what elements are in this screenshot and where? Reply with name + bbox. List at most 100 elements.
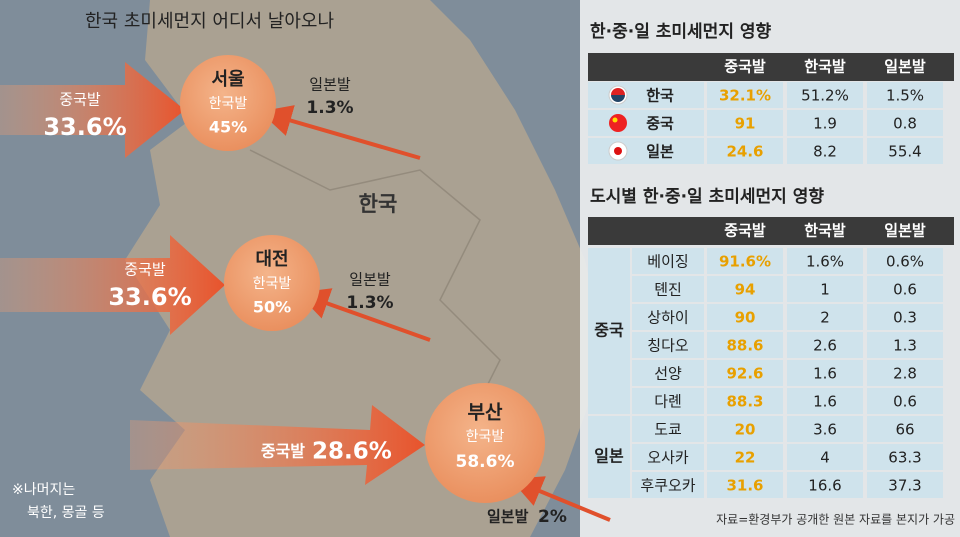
korea-value: 50%: [253, 298, 291, 317]
cell-value: 88.6: [726, 337, 763, 355]
cell: [787, 472, 863, 498]
cell: [707, 138, 783, 164]
city-name: 대전: [255, 249, 288, 270]
cell: [707, 110, 783, 136]
country-label: 한국: [359, 192, 398, 216]
cell-value: 88.3: [726, 393, 763, 411]
header-row: [588, 217, 954, 245]
note: ※나머지는: [12, 482, 75, 498]
row-label: 다롄: [654, 393, 682, 411]
cell: [588, 82, 704, 108]
column-header: 중국발: [724, 222, 766, 240]
map-title: 한국 초미세먼지 어디서 날아오나: [85, 11, 334, 32]
cell-value: 32.1%: [719, 87, 771, 105]
flag-china: [609, 114, 627, 132]
cell: [867, 444, 943, 470]
row-label: 선양: [654, 365, 682, 383]
column-header: 일본발: [884, 222, 926, 240]
cell-value: 2.8: [893, 365, 917, 383]
cell: [707, 416, 783, 442]
cell: [632, 444, 704, 470]
header-row: [588, 53, 954, 81]
cell: [707, 332, 783, 358]
cell: [632, 388, 704, 414]
cell: [707, 304, 783, 330]
flag-japan: [608, 141, 628, 161]
column-header: 중국발: [724, 58, 766, 76]
cell: [787, 248, 863, 274]
city-circle: [180, 55, 276, 151]
cell-value: 90: [735, 309, 756, 327]
japan-value: 2%: [538, 507, 567, 527]
cell: [867, 388, 943, 414]
japan-arrow: [296, 288, 431, 342]
cell: [707, 276, 783, 302]
cell-value: 2.6: [813, 337, 837, 355]
china-label: 중국발: [59, 91, 101, 109]
cell: [787, 416, 863, 442]
cell-value: 51.2%: [801, 87, 849, 105]
city-circle: [425, 383, 545, 503]
cell: [867, 82, 943, 108]
cell-value: 1: [820, 281, 830, 299]
cell-value: 94: [735, 281, 756, 299]
cell: [867, 138, 943, 164]
cell: [867, 472, 943, 498]
japan-arrow: [259, 105, 421, 160]
cell: [867, 332, 943, 358]
china-label: 중국발: [124, 261, 166, 279]
cell-value: 22: [735, 449, 756, 467]
japan-value: 1.3%: [306, 98, 353, 118]
cell: [707, 472, 783, 498]
cell: [632, 332, 704, 358]
cell: [632, 304, 704, 330]
cell-value: 16.6: [808, 477, 841, 495]
row-label: 한국: [646, 87, 674, 105]
cell: [867, 360, 943, 386]
row-label: 일본: [646, 143, 674, 161]
city-name: 서울: [211, 69, 244, 90]
japan-label: 일본발: [487, 508, 529, 526]
row-label: 중국: [646, 115, 674, 133]
cell: [867, 304, 943, 330]
cell-value: 0.6: [893, 393, 917, 411]
cell: [588, 138, 704, 164]
group-label: 중국: [594, 321, 624, 340]
japan-label: 일본발: [349, 271, 391, 289]
korea-value: 58.6%: [456, 452, 515, 472]
row-label: 오사카: [647, 449, 689, 467]
group-cell: [588, 248, 630, 414]
cell-value: 63.3: [888, 449, 921, 467]
cell: [707, 360, 783, 386]
china-value: 33.6%: [108, 283, 191, 311]
cell: [707, 388, 783, 414]
row-label: 상하이: [647, 309, 688, 327]
cell: [787, 332, 863, 358]
cell: [787, 304, 863, 330]
japan-value: 1.3%: [346, 293, 393, 313]
japan-label: 일본발: [309, 76, 351, 94]
china-value: 28.6%: [312, 439, 392, 465]
cell: [707, 82, 783, 108]
china-label: 중국발: [261, 442, 305, 461]
cell-value: 0.3: [893, 309, 917, 327]
row-label: 후쿠오카: [640, 477, 695, 495]
cell: [707, 444, 783, 470]
korea-value: 45%: [209, 118, 247, 137]
city-circle: [224, 235, 320, 331]
row-label: 도쿄: [654, 421, 682, 439]
cell-value: 1.9: [813, 115, 837, 133]
cell-value: 66: [895, 421, 914, 439]
cell: [787, 444, 863, 470]
cell-value: 3.6: [813, 421, 837, 439]
cell-value: 31.6: [726, 477, 763, 495]
cell-value: 24.6: [726, 143, 763, 161]
korea-label: 한국발: [209, 96, 248, 112]
cell-value: 0.6: [893, 281, 917, 299]
japan-arrow: [510, 476, 611, 522]
source: 자료=환경부가 공개한 원본 자료를 본지가 가공: [716, 513, 955, 527]
cell: [867, 248, 943, 274]
cell: [707, 248, 783, 274]
cell-value: 0.8: [893, 115, 917, 133]
china-arrow: [0, 235, 225, 335]
